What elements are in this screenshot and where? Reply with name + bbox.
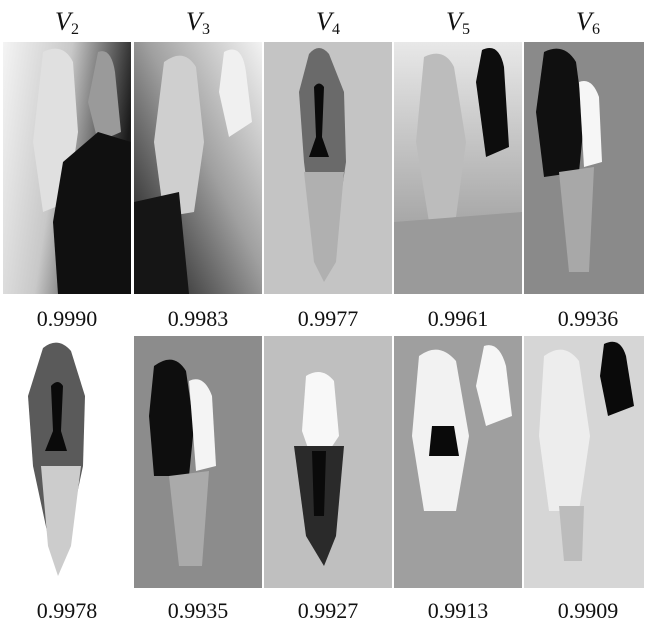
column-header-v3: V3 xyxy=(186,7,210,38)
score-v4-row1: 0.9977 xyxy=(297,306,359,331)
column-header-v4: V4 xyxy=(316,7,340,38)
eigenvector-panel-v5-row2 xyxy=(394,336,522,588)
eigenvector-panel-v4-row1 xyxy=(264,42,392,294)
eigenvector-panel-v6-row1 xyxy=(524,42,644,294)
score-v6-row1: 0.9936 xyxy=(557,306,619,331)
eigenvector-panel-v5-row1 xyxy=(394,42,522,294)
eigenvector-panel-v3-row1 xyxy=(134,42,262,294)
eigenvector-panel-v2-row1 xyxy=(3,42,131,294)
eigenvector-panel-v6-row2 xyxy=(524,336,644,588)
score-v4-row2: 0.9927 xyxy=(297,598,359,623)
score-v3-row1: 0.9983 xyxy=(167,306,229,331)
score-v2-row1: 0.9990 xyxy=(36,306,98,331)
score-v6-row2: 0.9909 xyxy=(557,598,619,623)
score-v5-row2: 0.9913 xyxy=(427,598,489,623)
score-v5-row1: 0.9961 xyxy=(427,306,489,331)
column-header-v5: V5 xyxy=(446,7,470,38)
score-v3-row2: 0.9935 xyxy=(167,598,229,623)
eigenvector-panel-v4-row2 xyxy=(264,336,392,588)
score-v2-row2: 0.9978 xyxy=(36,598,98,623)
column-header-v2: V2 xyxy=(55,7,79,38)
eigenvector-panel-v2-row2 xyxy=(3,336,131,588)
eigenvector-panel-v3-row2 xyxy=(134,336,262,588)
column-header-v6: V6 xyxy=(576,7,600,38)
